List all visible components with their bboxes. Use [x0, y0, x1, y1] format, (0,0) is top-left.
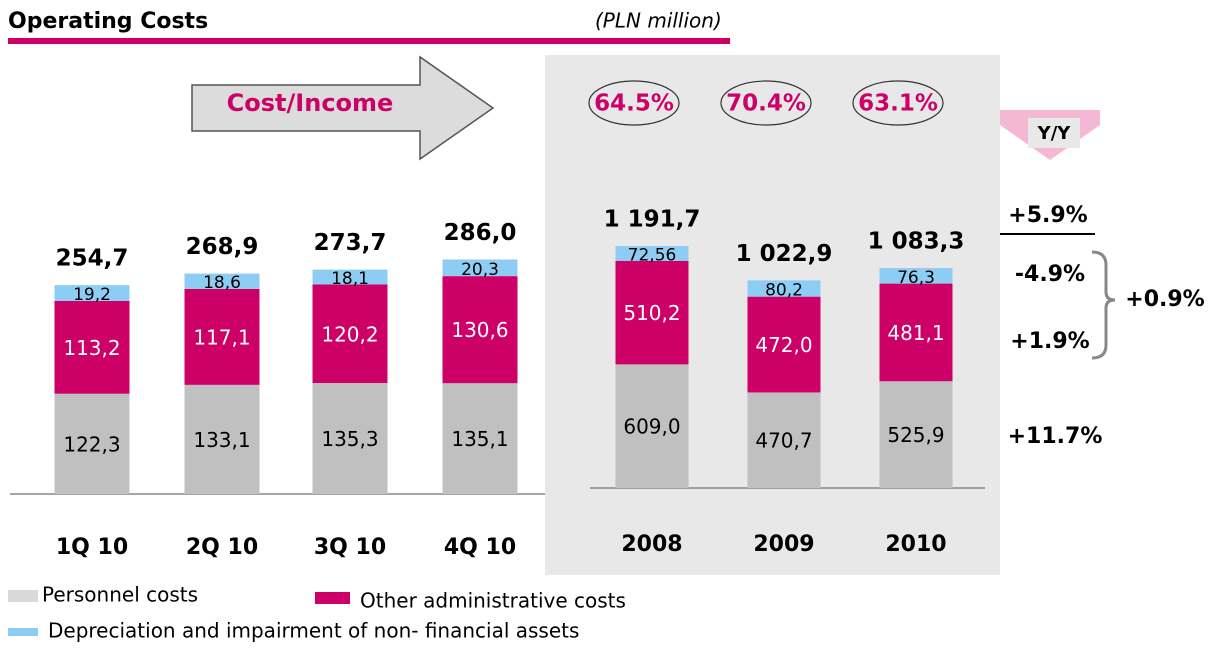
- bar-segment: [312, 284, 388, 384]
- legend-label: Other administrative costs: [360, 589, 626, 613]
- ratio-label: 64.5%: [594, 91, 674, 117]
- ratio-label: 70.4%: [726, 91, 806, 117]
- value-label: 133,1: [193, 428, 250, 452]
- total-label: 273,7: [314, 230, 387, 256]
- value-label: 609,0: [623, 415, 680, 439]
- bar-segment: [747, 392, 821, 488]
- value-label: 525,9: [887, 423, 944, 447]
- legend-swatch: [8, 628, 38, 636]
- x-tick-label: 4Q 10: [444, 535, 516, 560]
- yoy-non-personnel: +0.9%: [1125, 287, 1204, 312]
- value-label: 130,6: [451, 318, 508, 342]
- bar-segment: [312, 269, 388, 285]
- x-tick-label: 3Q 10: [314, 535, 386, 560]
- yoy-label: Y/Y: [1037, 123, 1072, 144]
- value-label: 19,2: [73, 285, 111, 305]
- title-underline: [8, 38, 730, 44]
- subtitle: (PLN million): [595, 9, 722, 33]
- value-label: 120,2: [321, 322, 378, 346]
- bar-segment: [747, 280, 821, 297]
- bar-segment: [615, 260, 689, 365]
- ratio-label: Cost/Income: [227, 89, 394, 117]
- bar-segment: [312, 383, 388, 494]
- value-label: 20,3: [461, 260, 499, 280]
- legend-label: Depreciation and impairment of non- fina…: [48, 619, 579, 643]
- bar-segment: [54, 285, 130, 301]
- x-tick-label: 1Q 10: [56, 535, 128, 560]
- yoy-other: +1.9%: [1010, 329, 1089, 354]
- value-label: 72,56: [628, 245, 677, 265]
- total-label: 1 191,7: [604, 207, 701, 233]
- bar-segment: [615, 364, 689, 488]
- bar-segment: [442, 276, 518, 384]
- value-label: 117,1: [193, 325, 250, 349]
- x-tick-label: 2010: [885, 532, 946, 557]
- x-tick-label: 2009: [753, 532, 814, 557]
- yoy-depreciation: -4.9%: [1015, 262, 1085, 287]
- value-label: 80,2: [765, 280, 803, 300]
- bar-segment: [184, 273, 260, 289]
- bar-segment: [442, 383, 518, 494]
- value-label: 470,7: [755, 429, 812, 453]
- ratio-ellipse: [588, 80, 680, 126]
- total-label: 1 022,9: [736, 241, 833, 267]
- legend-label: Personnel costs: [42, 583, 198, 607]
- ratio-ellipse: [852, 80, 944, 126]
- bar-segment: [879, 283, 953, 382]
- value-label: 510,2: [623, 301, 680, 325]
- brace: [1091, 250, 1116, 360]
- bar-segment: [879, 381, 953, 488]
- bar-segment: [879, 268, 953, 284]
- value-label: 135,3: [321, 427, 378, 451]
- value-label: 122,3: [63, 432, 120, 456]
- value-label: 472,0: [755, 333, 812, 357]
- legend-swatch: [8, 590, 38, 602]
- bar-segment: [54, 300, 130, 394]
- bar-segment: [184, 288, 260, 385]
- yoy-total: +5.9%: [1008, 203, 1087, 228]
- x-tick-label: 2Q 10: [186, 535, 258, 560]
- value-label: 76,3: [897, 268, 935, 288]
- ratio-label: 63.1%: [858, 91, 938, 117]
- value-label: 18,1: [331, 269, 369, 289]
- arrow: [191, 55, 495, 161]
- bar-segment: [54, 393, 130, 494]
- value-label: 481,1: [887, 321, 944, 345]
- x-tick-label: 2008: [621, 532, 682, 557]
- value-label: 135,1: [451, 427, 508, 451]
- yoy-personnel: +11.7%: [1008, 424, 1103, 449]
- title: Operating Costs: [8, 9, 208, 34]
- bar-segment: [747, 296, 821, 393]
- value-label: 113,2: [63, 336, 120, 360]
- yoy-box: [1028, 118, 1080, 148]
- total-label: 268,9: [186, 234, 259, 260]
- total-label: 254,7: [56, 246, 129, 272]
- bar-segment: [184, 384, 260, 494]
- bar-segment: [615, 246, 689, 261]
- ratio-ellipse: [720, 80, 812, 126]
- bar-segment: [442, 259, 518, 277]
- total-label: 1 083,3: [868, 229, 965, 255]
- legend-swatch: [315, 592, 350, 604]
- value-label: 18,6: [203, 273, 241, 293]
- total-label: 286,0: [444, 220, 517, 246]
